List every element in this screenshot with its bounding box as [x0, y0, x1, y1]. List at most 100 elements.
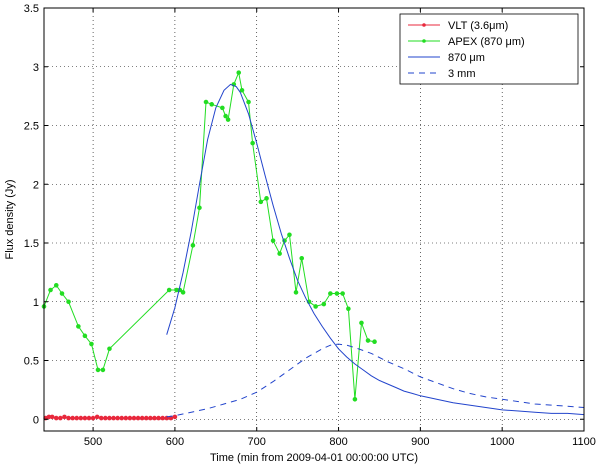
y-tick-label: 2 — [33, 179, 39, 191]
data-point — [156, 415, 161, 421]
x-axis-label: Time (min from 2009-04-01 00:00:00 UTC) — [210, 452, 418, 464]
data-point — [119, 415, 125, 421]
data-point — [107, 346, 112, 352]
data-point — [365, 338, 371, 343]
data-point — [90, 415, 96, 421]
data-point — [299, 255, 305, 261]
legend-label: 3 mm — [448, 68, 476, 80]
series-layer — [41, 70, 585, 421]
series-line — [166, 343, 585, 418]
legend-item-870-m: 870 μm — [408, 52, 485, 64]
data-point — [111, 415, 116, 421]
x-tick-label: 800 — [329, 436, 347, 448]
data-point — [190, 243, 196, 248]
data-point — [236, 70, 242, 75]
data-point — [82, 333, 88, 339]
data-point — [94, 414, 100, 420]
data-point — [86, 415, 92, 421]
data-point — [100, 367, 106, 373]
data-point — [139, 415, 145, 421]
data-point — [340, 291, 345, 296]
legend-label: 870 μm — [448, 52, 485, 64]
data-point — [346, 306, 351, 312]
legend-item-3-mm: 3 mm — [408, 68, 476, 80]
data-point — [127, 415, 133, 421]
plot-frame — [43, 7, 585, 432]
data-point — [160, 415, 165, 421]
data-point — [277, 251, 282, 256]
data-point — [78, 415, 84, 421]
data-point — [152, 415, 157, 421]
data-point — [59, 291, 65, 296]
series-line — [43, 70, 375, 400]
x-tick-label: 500 — [84, 436, 102, 448]
data-point — [203, 99, 209, 105]
data-point — [250, 140, 255, 146]
legend-item-apex-870-m: APEX (870 μm) — [408, 36, 525, 48]
data-point — [287, 232, 292, 238]
x-tick-label: 700 — [248, 436, 266, 448]
data-point — [123, 415, 129, 421]
data-point — [135, 415, 141, 421]
data-point — [148, 415, 153, 421]
series-line — [166, 83, 585, 416]
series-3-mm — [166, 343, 585, 418]
data-point — [76, 324, 81, 329]
y-axis-label: Flux density (Jy) — [4, 179, 16, 259]
data-point — [359, 320, 364, 326]
ticks: 500 600 700 800 900 1000 1100 0 0.5 1 1.5 2 2.5 3 3.5 — [24, 3, 596, 448]
legend-label: VLT (3.6μm) — [448, 20, 508, 32]
data-point — [293, 290, 299, 295]
data-point — [352, 396, 358, 402]
x-tick-label: 1000 — [490, 436, 514, 448]
legend-item-vlt-3-6-m: VLT (3.6μm) — [408, 20, 508, 32]
data-point — [98, 415, 104, 421]
data-point — [372, 339, 377, 345]
data-point — [313, 304, 318, 309]
data-point — [258, 199, 264, 205]
data-point — [143, 415, 149, 421]
data-point — [166, 287, 172, 293]
legend-marker — [422, 39, 426, 43]
data-point — [225, 117, 231, 122]
y-tick-label: 2.5 — [24, 121, 39, 133]
data-point — [334, 291, 340, 296]
data-point — [107, 415, 112, 421]
x-tick-label: 600 — [166, 436, 184, 448]
data-point — [95, 367, 101, 373]
data-point — [48, 287, 53, 293]
grid — [44, 8, 584, 431]
data-point — [89, 341, 94, 347]
data-point — [53, 283, 59, 288]
data-point — [62, 414, 67, 420]
data-point — [66, 415, 71, 421]
series-870-m — [166, 83, 585, 416]
y-tick-label: 0.5 — [24, 356, 39, 368]
data-point — [246, 99, 251, 105]
data-point — [49, 414, 55, 420]
x-tick-label: 1100 — [572, 436, 596, 448]
data-point — [239, 87, 245, 93]
legend: VLT (3.6μm) APEX (870 μm) 870 μm 3 mm — [399, 13, 579, 85]
series-apex-870-m — [41, 70, 377, 402]
data-point — [53, 415, 59, 421]
data-point — [220, 105, 225, 111]
data-point — [328, 291, 333, 296]
data-point — [74, 415, 80, 421]
data-point — [115, 415, 120, 421]
legend-label: APEX (870 μm) — [448, 36, 525, 48]
data-point — [58, 415, 63, 421]
data-point — [197, 205, 202, 211]
legend-marker — [422, 23, 426, 27]
data-point — [270, 238, 276, 243]
y-tick-label: 0 — [33, 414, 39, 426]
y-tick-label: 1.5 — [24, 238, 39, 250]
y-tick-label: 3.5 — [24, 3, 39, 15]
y-tick-label: 3 — [33, 62, 39, 74]
data-point — [66, 299, 71, 305]
data-point — [82, 415, 88, 421]
data-point — [223, 113, 228, 119]
data-point — [321, 301, 327, 307]
series-vlt-3-6-m — [43, 414, 178, 421]
